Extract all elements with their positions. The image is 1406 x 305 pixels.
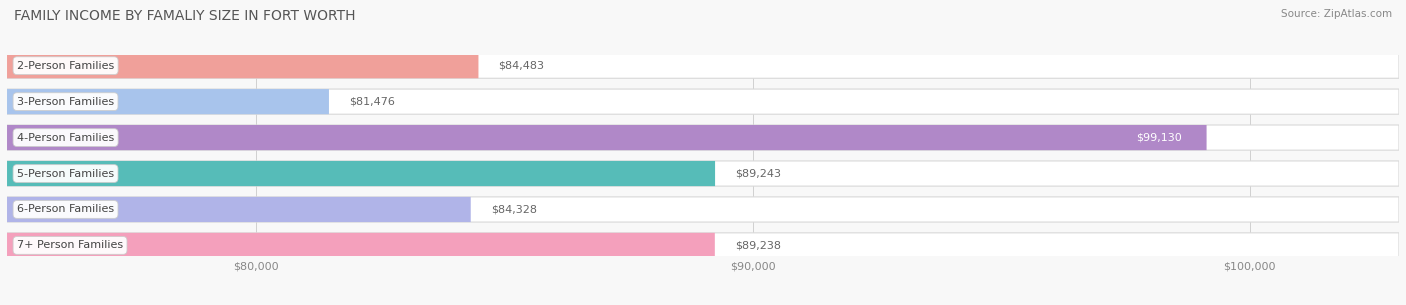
Text: $84,483: $84,483 xyxy=(498,61,544,71)
FancyBboxPatch shape xyxy=(7,125,1399,150)
FancyBboxPatch shape xyxy=(7,89,329,114)
Text: 7+ Person Families: 7+ Person Families xyxy=(17,240,124,250)
Text: 5-Person Families: 5-Person Families xyxy=(17,169,114,178)
Text: 4-Person Families: 4-Person Families xyxy=(17,133,114,142)
FancyBboxPatch shape xyxy=(7,233,1399,258)
Text: 2-Person Families: 2-Person Families xyxy=(17,61,114,71)
Text: $89,243: $89,243 xyxy=(735,169,780,178)
Text: FAMILY INCOME BY FAMALIY SIZE IN FORT WORTH: FAMILY INCOME BY FAMALIY SIZE IN FORT WO… xyxy=(14,9,356,23)
Text: $84,328: $84,328 xyxy=(491,204,537,214)
FancyBboxPatch shape xyxy=(7,233,714,258)
Text: $99,130: $99,130 xyxy=(1136,133,1181,142)
FancyBboxPatch shape xyxy=(7,125,1206,150)
FancyBboxPatch shape xyxy=(7,197,1399,222)
FancyBboxPatch shape xyxy=(7,197,471,222)
FancyBboxPatch shape xyxy=(7,53,478,78)
Text: $81,476: $81,476 xyxy=(349,97,395,107)
FancyBboxPatch shape xyxy=(7,53,1399,78)
FancyBboxPatch shape xyxy=(7,161,716,186)
Text: 3-Person Families: 3-Person Families xyxy=(17,97,114,107)
Text: Source: ZipAtlas.com: Source: ZipAtlas.com xyxy=(1281,9,1392,19)
FancyBboxPatch shape xyxy=(7,161,1399,186)
Text: $89,238: $89,238 xyxy=(735,240,780,250)
FancyBboxPatch shape xyxy=(7,89,1399,114)
Text: 6-Person Families: 6-Person Families xyxy=(17,204,114,214)
